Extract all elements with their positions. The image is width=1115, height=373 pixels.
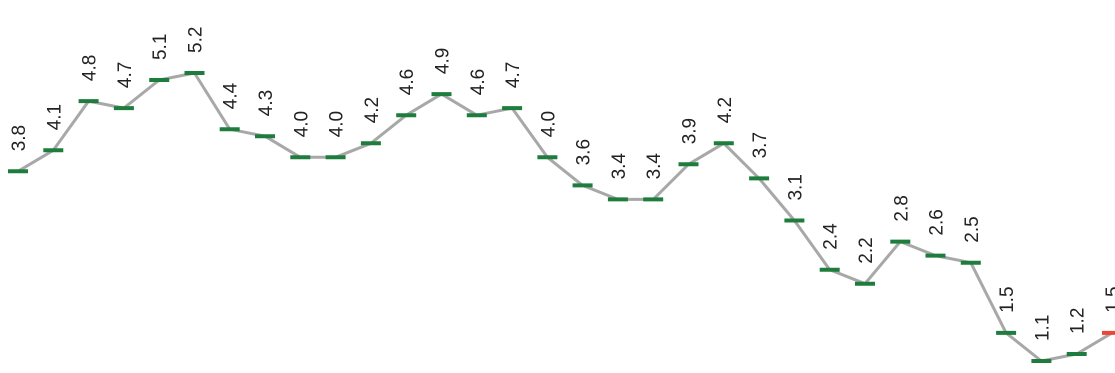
data-label: 2.4	[821, 223, 842, 250]
marker-layer	[8, 71, 1115, 363]
data-label: 4.6	[468, 69, 489, 95]
data-label: 1.2	[1068, 308, 1089, 334]
data-label: 5.1	[150, 34, 171, 60]
data-label: 4.3	[256, 90, 277, 116]
data-label: 4.9	[433, 48, 454, 74]
data-label: 3.4	[644, 153, 665, 180]
data-label: 4.0	[291, 111, 312, 137]
series-line-layer	[17, 71, 1113, 363]
data-label: 3.8	[9, 125, 30, 151]
data-label: 4.0	[327, 111, 348, 137]
series-line	[17, 71, 1113, 363]
data-label: 5.2	[186, 27, 207, 53]
data-label: 3.4	[609, 153, 630, 180]
data-label: 1.5	[997, 286, 1018, 312]
data-label: 4.2	[715, 97, 736, 123]
data-label: 4.0	[538, 111, 559, 137]
data-label: 3.1	[785, 174, 806, 200]
data-label: 1.5	[1103, 286, 1115, 312]
data-label: 4.1	[44, 104, 65, 130]
data-label: 4.7	[115, 62, 136, 88]
data-label: 4.6	[397, 69, 418, 95]
data-label: 2.2	[856, 237, 877, 263]
data-label: 2.5	[962, 216, 983, 242]
data-label: 3.7	[750, 132, 771, 158]
data-label: 4.2	[362, 97, 383, 123]
data-label: 4.4	[221, 82, 242, 109]
data-label: 3.9	[680, 118, 701, 144]
data-label: 4.8	[80, 55, 101, 81]
data-label: 4.7	[503, 62, 524, 88]
data-label: 2.8	[891, 195, 912, 221]
data-label: 3.6	[574, 139, 595, 165]
data-label: 2.6	[927, 209, 948, 235]
data-label-layer: 3.8 4.1 4.8 4.7 5.1 5.2 4.4 4.3 4.0 4.0 4.2 4.6 4.9 4…	[9, 27, 1115, 341]
data-label: 1.1	[1032, 315, 1053, 341]
